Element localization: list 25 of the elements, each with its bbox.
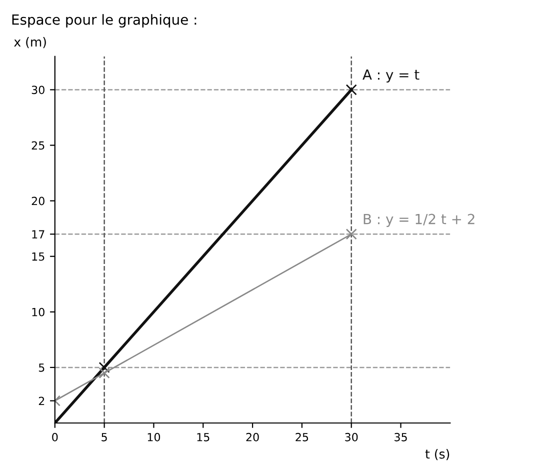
y-tick-label: 2: [38, 396, 44, 406]
y-tick-label: 5: [38, 364, 44, 372]
series-label: B : y = 1/2 t + 2: [364, 214, 474, 227]
point: [98, 367, 110, 379]
y-tick-label: 17: [32, 230, 44, 238]
point: [98, 362, 110, 374]
x-tick-label: 20: [246, 432, 259, 442]
x-tick-label: 5: [102, 433, 107, 442]
y-tick-label: 30: [32, 86, 44, 94]
y-tick-label: 20: [32, 196, 44, 206]
y-tick-label: 15: [32, 252, 44, 261]
point: [346, 228, 357, 240]
x-axis-title: t (s): [425, 449, 450, 460]
x-tick-label: 10: [148, 432, 160, 442]
series-label: A : y = t: [362, 70, 420, 83]
x-tick-label: 15: [197, 433, 210, 442]
y-tick-label: 25: [32, 141, 44, 150]
x-tick-label: 0: [52, 432, 58, 442]
point: [346, 84, 357, 96]
y-axis-title: x (m): [14, 36, 46, 48]
y-tick-label: 10: [32, 308, 44, 316]
x-tick-label: 30: [345, 432, 358, 442]
x-tick-label: 25: [296, 432, 308, 442]
x-tick-label: 35: [394, 432, 407, 442]
chart-title: Espace pour le graphique :: [12, 14, 196, 28]
